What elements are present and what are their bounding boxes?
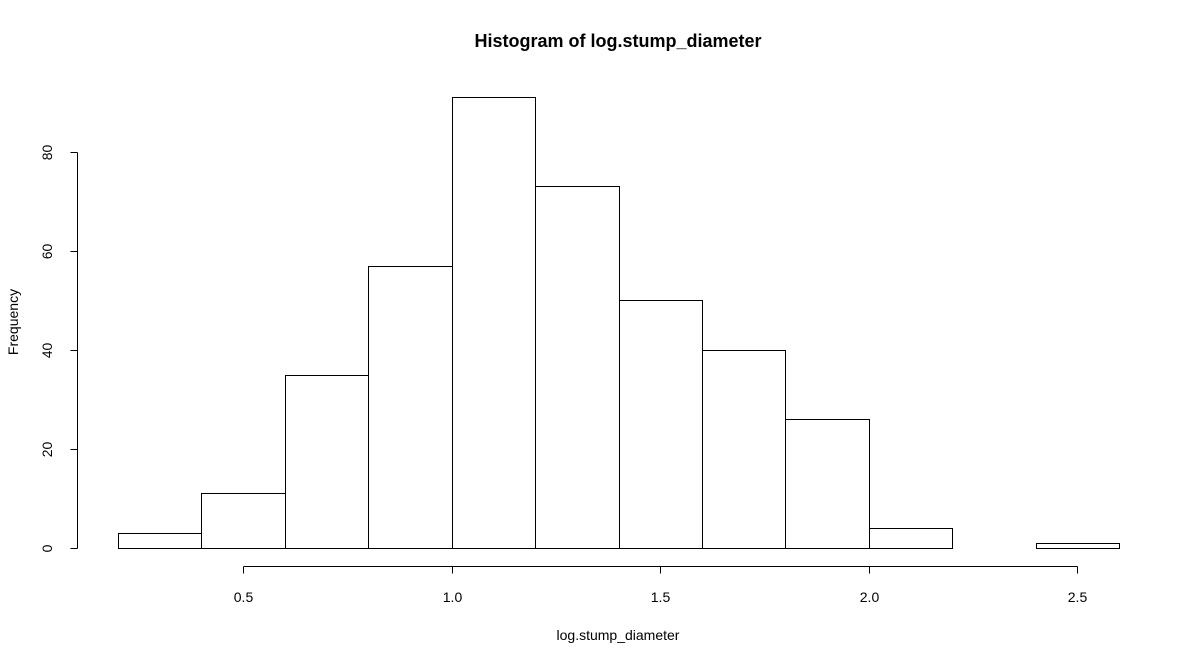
histogram-bar-3 — [368, 266, 453, 549]
y-axis-label: Frequency — [5, 289, 21, 355]
x-tick-label: 2.5 — [1068, 589, 1088, 605]
y-tick-label: 20 — [39, 442, 55, 458]
x-tick-label: 0.5 — [234, 589, 254, 605]
histogram-bar-9 — [869, 528, 953, 549]
histogram-bar-8 — [785, 419, 870, 549]
histogram-bar-4 — [452, 97, 536, 549]
y-tick-label: 60 — [39, 244, 55, 260]
chart-title: Histogram of log.stump_diameter — [474, 31, 761, 51]
y-axis: 0 20 40 60 80 — [39, 145, 78, 552]
histogram-bar-6 — [619, 300, 703, 549]
x-tick-label: 1.5 — [651, 589, 671, 605]
histogram-bar-5 — [535, 186, 620, 549]
x-axis: 0.5 1.0 1.5 2.0 2.5 — [234, 566, 1088, 605]
y-tick-label: 80 — [39, 145, 55, 161]
histogram-bar-0 — [118, 533, 202, 549]
histogram-bar-11 — [1036, 543, 1120, 549]
histogram-bar-2 — [285, 375, 369, 549]
histogram-bar-7 — [702, 350, 786, 549]
histogram-bar-1 — [201, 493, 286, 549]
y-tick-label: 0 — [39, 544, 55, 552]
x-tick-label: 1.0 — [443, 589, 463, 605]
x-tick-label: 2.0 — [860, 589, 880, 605]
bars-group — [118, 97, 1120, 549]
y-tick-label: 40 — [39, 343, 55, 359]
x-axis-label: log.stump_diameter — [557, 627, 680, 643]
